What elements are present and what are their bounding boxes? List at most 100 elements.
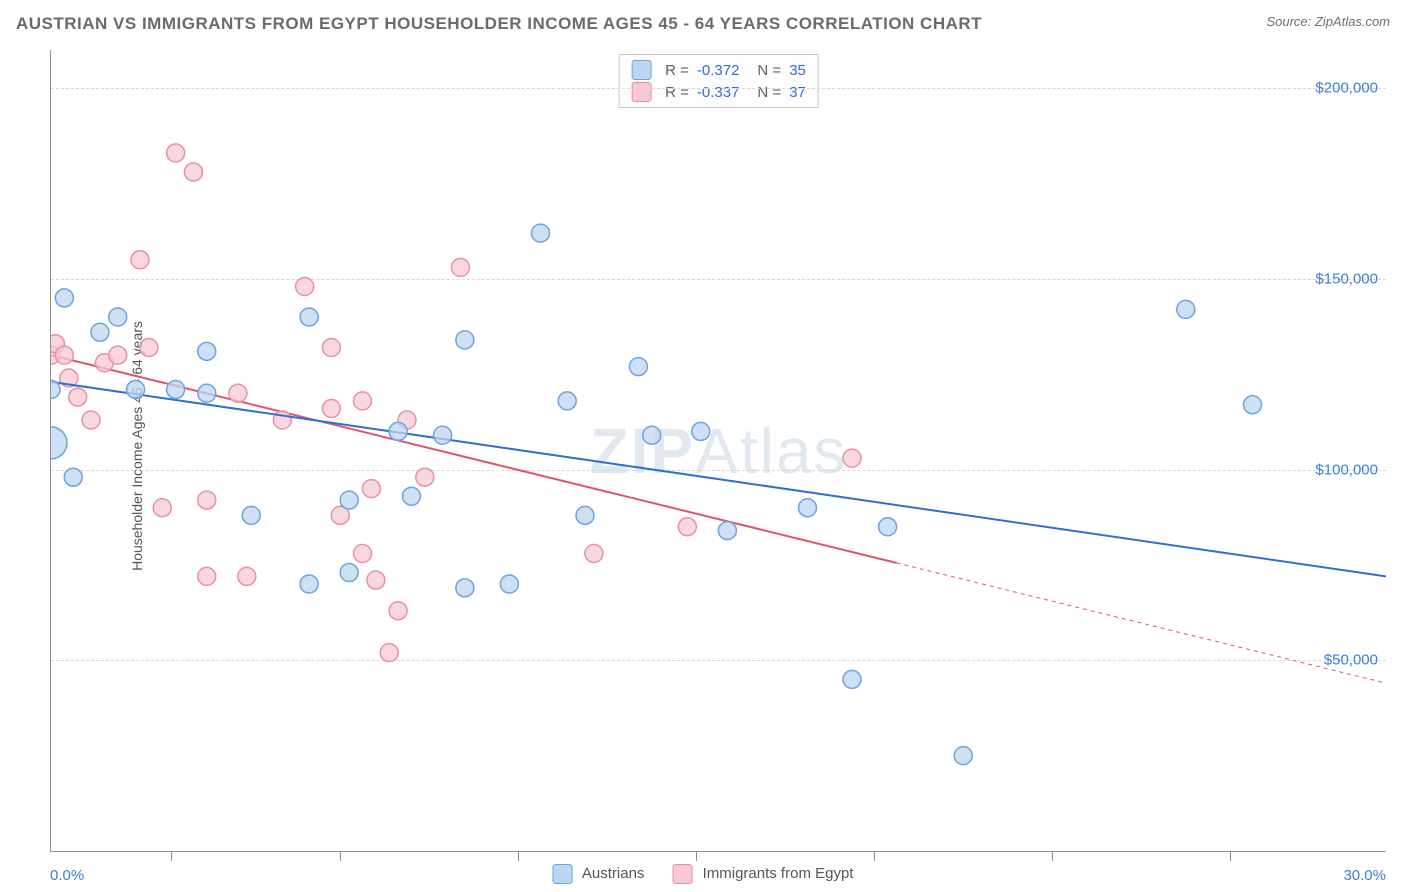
data-point-egypt	[354, 544, 372, 562]
r-value-egypt: -0.337	[697, 84, 740, 101]
data-point-austrians	[55, 289, 73, 307]
data-point-egypt	[198, 491, 216, 509]
data-point-egypt	[380, 644, 398, 662]
x-tick	[1052, 851, 1053, 861]
data-point-egypt	[322, 400, 340, 418]
data-point-egypt	[55, 346, 73, 364]
n-value-austrians: 35	[789, 62, 806, 79]
data-point-austrians	[300, 575, 318, 593]
data-point-austrians	[456, 579, 474, 597]
data-point-austrians	[629, 358, 647, 376]
data-point-austrians	[718, 522, 736, 540]
legend-label-austrians: Austrians	[582, 865, 645, 882]
data-point-austrians	[954, 747, 972, 765]
n-label: N =	[757, 62, 781, 79]
data-point-egypt	[398, 411, 416, 429]
data-point-austrians	[576, 506, 594, 524]
watermark: ZIPAtlas	[590, 414, 848, 488]
x-axis-min-label: 0.0%	[50, 867, 84, 884]
data-point-egypt	[238, 567, 256, 585]
data-point-egypt	[229, 384, 247, 402]
data-point-egypt	[362, 480, 380, 498]
series-legend: Austrians Immigrants from Egypt	[553, 864, 854, 884]
data-point-egypt	[389, 602, 407, 620]
x-tick	[874, 851, 875, 861]
swatch-egypt	[672, 864, 692, 884]
swatch-austrians	[631, 60, 651, 80]
data-point-egypt	[354, 392, 372, 410]
data-point-austrians	[340, 564, 358, 582]
r-value-austrians: -0.372	[697, 62, 740, 79]
data-point-egypt	[843, 449, 861, 467]
data-point-egypt	[367, 571, 385, 589]
chart-title: AUSTRIAN VS IMMIGRANTS FROM EGYPT HOUSEH…	[16, 14, 982, 33]
data-point-egypt	[60, 369, 78, 387]
data-point-austrians	[532, 224, 550, 242]
data-point-austrians	[300, 308, 318, 326]
trendline-egypt	[51, 355, 897, 563]
data-point-austrians	[692, 422, 710, 440]
correlation-legend: R = -0.372 N = 35 R = -0.337 N = 37	[618, 54, 819, 108]
gridline	[51, 88, 1386, 89]
data-point-egypt	[95, 354, 113, 372]
y-tick-label: $100,000	[1315, 461, 1378, 478]
data-point-austrians	[51, 427, 67, 459]
gridline	[51, 470, 1386, 471]
data-point-austrians	[91, 323, 109, 341]
data-point-austrians	[198, 342, 216, 360]
data-point-austrians	[51, 380, 60, 398]
data-point-egypt	[82, 411, 100, 429]
data-point-austrians	[879, 518, 897, 536]
data-point-egypt	[167, 144, 185, 162]
data-point-egypt	[131, 251, 149, 269]
y-tick-label: $200,000	[1315, 80, 1378, 97]
data-point-egypt	[140, 339, 158, 357]
data-point-austrians	[799, 499, 817, 517]
r-label: R =	[665, 62, 689, 79]
data-point-austrians	[558, 392, 576, 410]
data-point-austrians	[843, 670, 861, 688]
data-point-austrians	[1244, 396, 1262, 414]
r-label: R =	[665, 84, 689, 101]
x-tick	[1230, 851, 1231, 861]
data-point-austrians	[1177, 300, 1195, 318]
data-point-egypt	[184, 163, 202, 181]
data-point-austrians	[340, 491, 358, 509]
data-point-egypt	[451, 258, 469, 276]
data-point-egypt	[296, 277, 314, 295]
data-point-egypt	[109, 346, 127, 364]
data-point-austrians	[434, 426, 452, 444]
data-point-egypt	[322, 339, 340, 357]
x-tick	[696, 851, 697, 861]
data-point-austrians	[643, 426, 661, 444]
data-point-egypt	[198, 567, 216, 585]
data-point-egypt	[273, 411, 291, 429]
x-tick	[340, 851, 341, 861]
data-point-egypt	[69, 388, 87, 406]
data-point-egypt	[153, 499, 171, 517]
data-point-austrians	[127, 380, 145, 398]
data-point-egypt	[51, 335, 64, 353]
legend-label-egypt: Immigrants from Egypt	[703, 865, 854, 882]
chart-plot-area: ZIPAtlas R = -0.372 N = 35 R = -0.337 N …	[50, 50, 1386, 852]
data-point-austrians	[402, 487, 420, 505]
n-label: N =	[757, 84, 781, 101]
gridline	[51, 279, 1386, 280]
swatch-egypt	[631, 82, 651, 102]
source-label: Source: ZipAtlas.com	[1266, 14, 1390, 29]
data-point-egypt	[585, 544, 603, 562]
data-point-austrians	[109, 308, 127, 326]
data-point-austrians	[389, 422, 407, 440]
swatch-austrians	[553, 864, 573, 884]
data-point-egypt	[416, 468, 434, 486]
trendline-dashed-egypt	[897, 563, 1387, 683]
x-tick	[171, 851, 172, 861]
x-tick	[518, 851, 519, 861]
y-tick-label: $150,000	[1315, 270, 1378, 287]
data-point-egypt	[678, 518, 696, 536]
data-point-egypt	[51, 346, 60, 364]
data-point-austrians	[64, 468, 82, 486]
data-point-austrians	[167, 380, 185, 398]
legend-item-egypt: Immigrants from Egypt	[672, 864, 853, 884]
data-point-egypt	[331, 506, 349, 524]
